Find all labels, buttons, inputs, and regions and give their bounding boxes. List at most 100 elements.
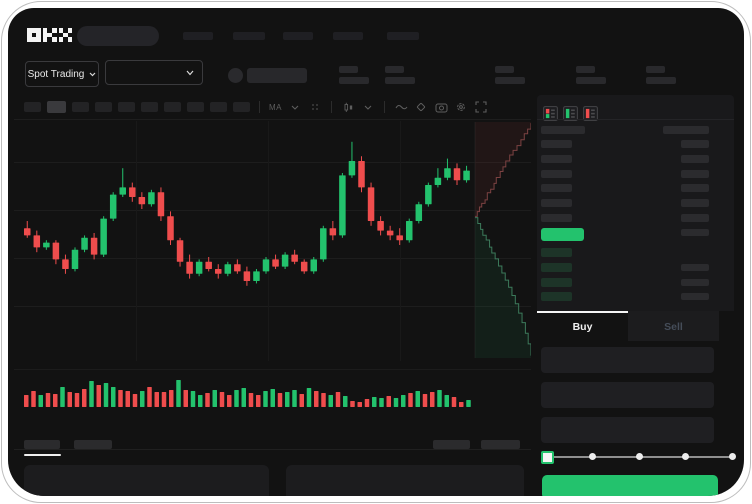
volume-bar bbox=[74, 393, 80, 407]
depth-bids-area bbox=[475, 217, 531, 358]
candlestick-volume-depth-svg bbox=[24, 122, 531, 407]
bottom-tab-placeholder[interactable] bbox=[433, 440, 470, 449]
candle bbox=[291, 249, 298, 265]
volume-bar bbox=[256, 395, 261, 407]
volume-bar bbox=[103, 383, 109, 407]
ask-row-amount bbox=[681, 140, 709, 148]
timeframe-button[interactable] bbox=[210, 102, 227, 112]
orderbook-header-left bbox=[541, 126, 585, 134]
amount-slider-stop[interactable] bbox=[682, 453, 689, 460]
camera-screenshot-icon[interactable] bbox=[434, 100, 448, 114]
timeframe-button[interactable] bbox=[164, 102, 181, 112]
amount-slider-stop[interactable] bbox=[589, 453, 596, 460]
volume-bar bbox=[386, 396, 391, 407]
timeframe-button[interactable] bbox=[233, 102, 250, 112]
book-combined-icon[interactable] bbox=[543, 105, 558, 121]
candle bbox=[415, 201, 423, 224]
nav-item-placeholder[interactable] bbox=[183, 32, 213, 40]
ma-indicator-label[interactable]: MA bbox=[269, 102, 282, 112]
trade-tab-buy[interactable]: Buy bbox=[537, 311, 628, 341]
nav-item-placeholder[interactable] bbox=[387, 32, 419, 40]
volume-bar bbox=[335, 392, 341, 407]
wave-line-icon[interactable] bbox=[394, 100, 408, 114]
volume-bar bbox=[176, 380, 181, 407]
candle bbox=[167, 211, 174, 245]
search-input[interactable] bbox=[77, 26, 159, 46]
volume-bar bbox=[422, 394, 428, 407]
timeframe-button[interactable] bbox=[118, 102, 135, 112]
depth-asks-area bbox=[475, 122, 531, 217]
order-form-field[interactable] bbox=[541, 382, 714, 408]
pane-divider bbox=[14, 369, 531, 370]
nav-item-placeholder[interactable] bbox=[233, 32, 265, 40]
volume-bar bbox=[198, 395, 203, 407]
volume-bar bbox=[437, 390, 442, 407]
gear-settings-icon[interactable] bbox=[454, 100, 468, 114]
volume-bar bbox=[357, 402, 362, 407]
bottom-tab-placeholder[interactable] bbox=[24, 440, 60, 449]
logo-letter-K bbox=[42, 28, 57, 42]
last-price-amount bbox=[681, 229, 709, 236]
candle bbox=[329, 221, 337, 241]
volume-bar bbox=[321, 393, 326, 407]
pair-select[interactable] bbox=[105, 60, 203, 85]
chevron-down-icon[interactable] bbox=[288, 100, 302, 114]
bottom-tab-placeholder[interactable] bbox=[74, 440, 112, 449]
buy-submit-button[interactable] bbox=[542, 475, 718, 496]
ask-row-price bbox=[541, 140, 572, 148]
gridline bbox=[14, 210, 531, 211]
market-type-select[interactable]: Spot Trading bbox=[25, 61, 99, 87]
candle bbox=[272, 254, 279, 269]
dots-grid-icon[interactable] bbox=[308, 100, 322, 114]
history-panel-placeholder bbox=[286, 465, 524, 496]
coin-avatar bbox=[228, 68, 243, 83]
nav-item-placeholder[interactable] bbox=[333, 32, 363, 40]
candle bbox=[52, 240, 60, 265]
candle bbox=[33, 230, 41, 253]
volume-bar bbox=[408, 393, 413, 407]
timeframe-button[interactable] bbox=[187, 102, 204, 112]
fullscreen-expand-icon[interactable] bbox=[474, 100, 488, 114]
gridline bbox=[14, 258, 531, 259]
ask-row-amount bbox=[681, 155, 709, 163]
volume-bar bbox=[24, 395, 29, 407]
trade-tab-sell[interactable]: Sell bbox=[628, 311, 719, 341]
nav-item-placeholder[interactable] bbox=[283, 32, 313, 40]
bid-row-amount bbox=[681, 279, 709, 286]
timeframe-button[interactable] bbox=[141, 102, 158, 112]
candle-style-icon[interactable] bbox=[341, 100, 355, 114]
eraser-tool-icon[interactable] bbox=[414, 100, 428, 114]
volume-bar bbox=[219, 392, 225, 407]
logo-letter-O bbox=[27, 28, 41, 42]
volume-bar bbox=[140, 391, 145, 407]
candle bbox=[129, 182, 136, 202]
volume-bar bbox=[306, 388, 312, 407]
candle bbox=[367, 182, 375, 226]
order-form-field[interactable] bbox=[541, 347, 714, 373]
timeframe-button[interactable] bbox=[24, 102, 41, 112]
timeframe-button[interactable] bbox=[95, 102, 112, 112]
volume-bar bbox=[190, 391, 196, 407]
bottom-tab-placeholder[interactable] bbox=[481, 440, 520, 449]
gridline bbox=[400, 121, 401, 361]
timeframe-button[interactable] bbox=[47, 101, 66, 113]
volume-bar bbox=[53, 394, 58, 407]
gridline bbox=[268, 121, 269, 361]
volume-bar bbox=[67, 392, 72, 407]
volume-bar bbox=[118, 390, 123, 407]
okx-logo bbox=[27, 28, 73, 42]
candle bbox=[138, 192, 146, 209]
order-form-field[interactable] bbox=[541, 417, 714, 443]
price-chart[interactable] bbox=[14, 119, 531, 464]
market-stat bbox=[646, 66, 676, 84]
amount-slider-stop[interactable] bbox=[635, 453, 643, 460]
candle bbox=[195, 259, 203, 277]
candle bbox=[300, 259, 308, 274]
logo-letter-X bbox=[58, 28, 73, 42]
volume-bar bbox=[314, 391, 319, 407]
amount-slider-stop[interactable] bbox=[728, 453, 736, 460]
chevron-down-icon[interactable] bbox=[361, 100, 375, 114]
amount-slider-handle[interactable] bbox=[541, 451, 554, 464]
timeframe-button[interactable] bbox=[72, 102, 89, 112]
volume-bar bbox=[401, 395, 406, 407]
